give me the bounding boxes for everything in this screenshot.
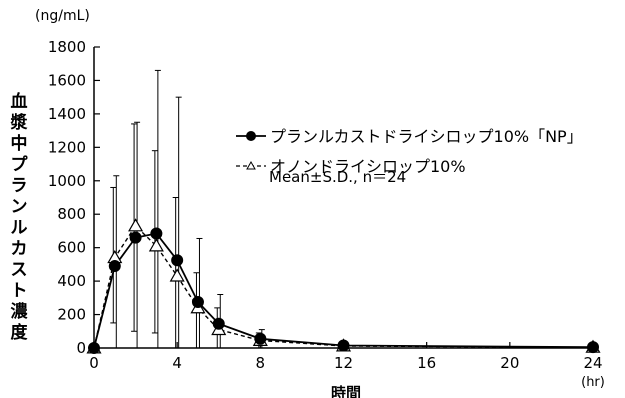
data-point-circle bbox=[191, 296, 204, 309]
data-point-circle bbox=[587, 341, 599, 354]
x-tick-label: 8 bbox=[256, 354, 266, 372]
x-axis-unit: (hr) bbox=[581, 375, 605, 390]
legend-marker-triangle bbox=[246, 160, 256, 170]
data-point-triangle bbox=[169, 268, 185, 282]
legend-label: オノンドライシロップ10% bbox=[270, 157, 466, 176]
data-point-circle bbox=[129, 231, 142, 244]
y-axis-label: 血漿中プランルカスト濃度 bbox=[10, 92, 28, 343]
data-point-circle bbox=[337, 339, 350, 352]
data-point-circle bbox=[108, 260, 121, 273]
x-tick-label: 20 bbox=[500, 354, 519, 372]
y-tick-label: 1200 bbox=[48, 138, 86, 156]
legend-marker-circle bbox=[246, 131, 256, 141]
data-point-circle bbox=[212, 317, 225, 330]
data-point-triangle bbox=[148, 238, 164, 252]
y-tick-label: 1600 bbox=[48, 71, 86, 89]
data-point-circle bbox=[150, 227, 163, 240]
data-point-circle bbox=[254, 332, 267, 345]
data-point-triangle bbox=[128, 218, 144, 232]
error-bars bbox=[110, 69, 598, 349]
legend: プランルカストドライシロップ10%「NP」オノンドライシロップ10% bbox=[236, 127, 583, 176]
axes: 0 200 400 600 800 1000 1200 1400 1600 1800 0 4 8 12 16… bbox=[48, 38, 603, 372]
y-tick-label: 400 bbox=[57, 272, 86, 290]
y-tick-label: 1000 bbox=[48, 172, 86, 190]
x-tick-label: 12 bbox=[334, 354, 353, 372]
y-tick-label: 0 bbox=[76, 339, 86, 357]
annotation-mean-sd: Mean±S.D., n＝24 bbox=[269, 168, 406, 186]
x-tick-label: 0 bbox=[89, 354, 99, 372]
legend-label: プランルカストドライシロップ10%「NP」 bbox=[270, 127, 583, 146]
data-point-circle bbox=[88, 342, 100, 354]
y-tick-label: 1800 bbox=[48, 38, 86, 56]
x-tick-label: 24 bbox=[583, 354, 602, 372]
x-tick-label: 16 bbox=[417, 354, 436, 372]
x-axis-label: 時間 bbox=[331, 384, 361, 398]
y-unit-label: (ng/mL) bbox=[35, 8, 90, 24]
series-line bbox=[93, 232, 594, 349]
y-tick-label: 200 bbox=[57, 306, 86, 324]
y-tick-label: 1400 bbox=[48, 105, 86, 123]
data-point-circle bbox=[171, 254, 184, 267]
series-lines bbox=[93, 224, 594, 349]
series-line bbox=[93, 224, 594, 349]
y-tick-label: 800 bbox=[57, 205, 86, 223]
y-tick-label: 600 bbox=[57, 239, 86, 257]
series-markers bbox=[86, 218, 601, 354]
x-tick-label: 4 bbox=[172, 354, 182, 372]
